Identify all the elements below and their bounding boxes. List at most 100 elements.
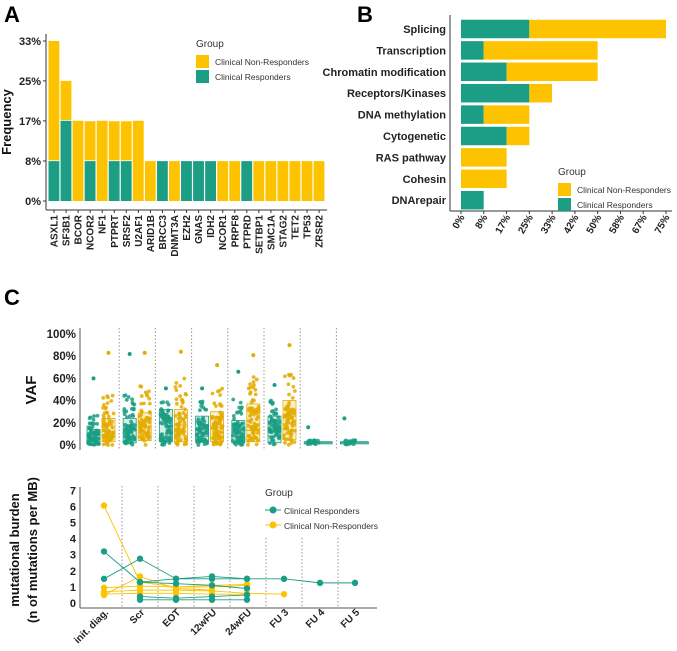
- data-point: [254, 377, 259, 382]
- data-point: [93, 440, 98, 445]
- data-point: [181, 411, 186, 415]
- bar-responders: [461, 105, 484, 124]
- data-point: [182, 376, 187, 381]
- data-point: [173, 413, 178, 418]
- data-point: [91, 437, 96, 442]
- data-point: [217, 417, 222, 422]
- data-point: [182, 420, 187, 425]
- data-point: [109, 422, 114, 427]
- data-point: [203, 430, 208, 435]
- bar-responders: [461, 83, 530, 103]
- data-point: [249, 412, 253, 416]
- max-point: [287, 343, 292, 348]
- data-point: [147, 396, 152, 401]
- bar-non-responders: [277, 161, 289, 201]
- data-point: [351, 442, 356, 447]
- series-line: [139, 594, 248, 599]
- bar-non-responders: [217, 161, 229, 201]
- data-point: [209, 415, 214, 419]
- data-point: [110, 419, 114, 424]
- x-tick-label: Scr: [128, 607, 147, 626]
- data-point: [285, 404, 289, 409]
- data-point: [292, 440, 297, 444]
- data-point: [285, 431, 290, 435]
- data-point: [250, 430, 255, 435]
- data-point: [217, 388, 222, 393]
- x-tick-label: U2AF1: [134, 215, 145, 247]
- series-line: [103, 558, 355, 584]
- y-axis-title: VAF: [23, 376, 40, 405]
- max-point: [236, 369, 241, 374]
- data-point: [253, 387, 258, 392]
- data-point: [280, 590, 288, 598]
- data-point: [238, 400, 243, 405]
- data-point: [131, 414, 136, 418]
- data-point: [253, 392, 258, 397]
- bar-responders: [461, 190, 484, 210]
- data-point: [133, 423, 137, 428]
- data-point: [177, 421, 182, 426]
- data-point: [102, 416, 106, 421]
- data-point: [161, 400, 166, 405]
- bar-responders: [120, 161, 132, 201]
- data-point: [105, 401, 110, 406]
- data-point: [159, 433, 163, 437]
- data-point: [243, 575, 251, 583]
- bar-responders: [48, 161, 60, 201]
- data-point: [106, 395, 110, 400]
- data-point: [288, 373, 292, 378]
- x-tick-label: PRPF8: [230, 215, 241, 248]
- data-point: [173, 385, 178, 389]
- data-point: [316, 579, 324, 587]
- legend-point-key: [269, 521, 277, 529]
- x-tick-label: 42%: [562, 213, 582, 236]
- bar-responders: [84, 161, 96, 201]
- data-point: [130, 397, 135, 402]
- x-tick-label: 67%: [630, 213, 650, 236]
- data-point: [285, 407, 290, 412]
- data-point: [241, 432, 246, 436]
- data-point: [106, 443, 110, 447]
- data-point: [239, 411, 244, 416]
- data-point: [274, 407, 278, 412]
- data-point: [251, 375, 256, 379]
- legend-entry: Clinical Non-Responders: [215, 57, 309, 67]
- data-point: [124, 398, 129, 402]
- bar-responders: [60, 120, 72, 201]
- data-point: [166, 408, 171, 413]
- data-point: [174, 397, 179, 402]
- data-point: [290, 395, 295, 400]
- data-point: [195, 437, 200, 442]
- max-point: [142, 350, 147, 355]
- data-point: [142, 438, 147, 443]
- data-point: [147, 389, 151, 394]
- x-tick-label: NCOR1: [218, 215, 229, 250]
- data-point: [230, 433, 235, 438]
- data-point: [198, 408, 202, 413]
- y-tick-label: 1: [70, 582, 76, 594]
- legend-title: Group: [558, 167, 586, 178]
- data-point: [88, 442, 92, 446]
- bar-responders: [241, 161, 253, 201]
- data-point: [107, 417, 111, 422]
- y-tick-label: 0%: [59, 440, 76, 452]
- max-point: [215, 363, 220, 368]
- x-tick-label: FU 5: [339, 607, 362, 630]
- bar-non-responders: [144, 161, 156, 201]
- data-point: [196, 443, 201, 447]
- max-point: [342, 416, 347, 421]
- bar-non-responders: [289, 161, 301, 201]
- y-tick-label: 17%: [19, 116, 41, 128]
- data-point: [96, 442, 101, 446]
- data-point: [106, 414, 111, 419]
- data-point: [232, 440, 237, 445]
- y-tick-label: Chromatin modification: [323, 67, 447, 79]
- data-point: [147, 410, 152, 414]
- max-point: [306, 425, 311, 430]
- max-point: [163, 386, 168, 391]
- y-tick-label: 7: [70, 485, 76, 497]
- series-line: [103, 505, 248, 588]
- data-point: [86, 432, 91, 437]
- x-tick-label: BRCC3: [158, 215, 169, 250]
- y-tick-label: Cytogenetic: [383, 131, 446, 143]
